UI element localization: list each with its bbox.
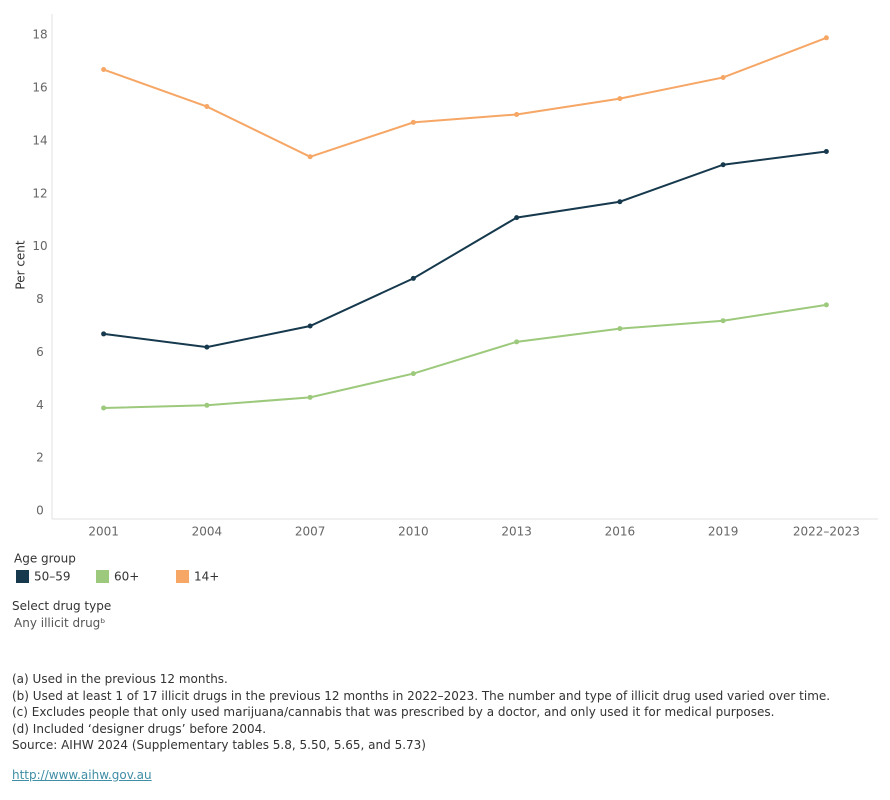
legend-label: 14+ xyxy=(194,570,219,584)
series-line xyxy=(103,303,827,409)
y-axis-label: Per cent xyxy=(14,240,28,290)
y-tick-label: 2 xyxy=(36,451,44,465)
data-point xyxy=(720,162,726,168)
data-point xyxy=(204,402,210,408)
data-point xyxy=(204,104,210,110)
y-tick-label: 16 xyxy=(32,81,47,95)
link[interactable]: http://www.aihw.gov.au xyxy=(12,768,152,782)
data-point xyxy=(720,318,726,324)
data-point xyxy=(514,339,520,345)
footnote: (b) Used at least 1 of 17 illicit drugs … xyxy=(12,688,831,703)
chart: Per cent Age group 0 2 4 6 8 10 12 14 16 18 2001 20… xyxy=(14,14,878,584)
data-point xyxy=(307,323,313,329)
legend-swatch xyxy=(176,570,189,583)
legend-swatch xyxy=(96,570,109,583)
x-tick-label: 2022–2023 xyxy=(793,525,860,539)
data-point xyxy=(823,302,829,308)
y-tick-label: 0 xyxy=(36,504,44,518)
data-point xyxy=(307,394,313,400)
legend-title: Age group xyxy=(14,552,76,566)
footnote: (a) Used in the previous 12 months. xyxy=(12,672,228,686)
y-tick-label: 12 xyxy=(32,186,47,200)
data-point xyxy=(823,148,829,154)
data-point xyxy=(720,74,726,80)
data-point xyxy=(514,111,520,117)
footnote: Source: AIHW 2024 (Supplementary tables … xyxy=(12,738,426,752)
y-tick-label: 4 xyxy=(36,398,44,412)
legend-swatch xyxy=(16,570,29,583)
x-tick-label: 2004 xyxy=(192,525,223,539)
filter-title: Select drug type xyxy=(12,599,112,613)
data-point xyxy=(101,331,107,337)
data-point xyxy=(101,405,107,411)
x-tick-label: 2016 xyxy=(605,525,636,539)
footnote: (c) Excludes people that only used marij… xyxy=(12,705,775,719)
series-line xyxy=(103,36,827,158)
series-line xyxy=(103,150,827,349)
y-tick-label: 8 xyxy=(36,292,44,306)
x-tick-label: 2010 xyxy=(398,525,429,539)
data-point xyxy=(514,215,520,221)
data-point xyxy=(307,154,313,160)
y-tick-label: 6 xyxy=(36,345,44,359)
y-tick-label: 18 xyxy=(32,28,47,42)
filter-value[interactable]: Any illicit drugᵇ xyxy=(14,616,106,630)
data-point xyxy=(410,371,416,377)
data-point xyxy=(617,199,623,205)
y-tick-label: 10 xyxy=(32,239,47,253)
x-tick-label: 2019 xyxy=(708,525,739,539)
x-tick-label: 2001 xyxy=(88,525,119,539)
y-tick-label: 14 xyxy=(32,133,47,147)
data-point xyxy=(617,96,623,102)
data-point xyxy=(823,35,829,41)
data-point xyxy=(204,344,210,350)
data-point xyxy=(617,326,623,332)
x-tick-label: 2007 xyxy=(295,525,326,539)
footnotes: (a) Used in the previous 12 months. (b) U… xyxy=(12,671,830,754)
footnote: (d) Included ‘designer drugs’ before 200… xyxy=(12,721,267,736)
x-tick-label: 2013 xyxy=(501,525,532,539)
data-point xyxy=(410,275,416,281)
data-point xyxy=(101,67,107,73)
legend-label: 60+ xyxy=(114,570,139,584)
legend-label: 50–59 xyxy=(34,570,71,584)
data-point xyxy=(410,119,416,125)
